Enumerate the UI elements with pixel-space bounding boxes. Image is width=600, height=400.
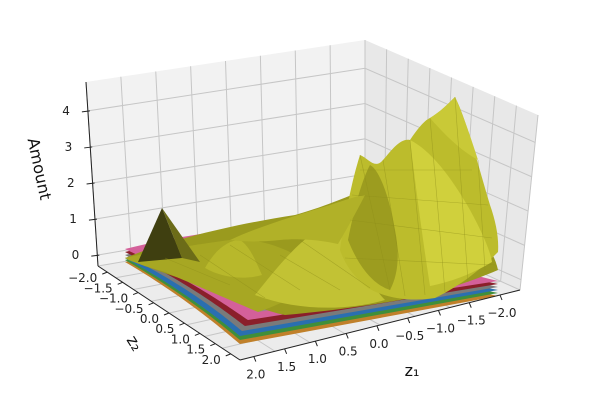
x-tick-label: −2.0 [487,306,516,320]
mesh-line [164,257,231,286]
y-tick-mark [194,332,201,336]
z-tick-label: 2 [67,176,75,190]
back-left-pane [86,40,365,266]
y-tick-label: 2.0 [202,353,221,367]
z-axis-line [85,81,99,267]
y-tick-label: 0.0 [140,312,159,326]
mesh-line [344,257,497,266]
x-tick-mark [499,294,503,301]
z-tick-label: 1 [69,212,77,226]
far-plateau [230,195,365,244]
grid-line [519,114,539,291]
y-axis-label: z₂ [123,332,147,355]
mesh-line [299,239,371,289]
y-tick-mark [225,353,231,357]
grid-line [190,66,199,249]
z-tick-label: 4 [62,104,70,118]
grid-line [120,76,132,261]
y-tick-label: 0.5 [155,322,174,336]
mesh-line [382,159,406,297]
x-tick-mark [314,340,318,347]
grid-line [90,103,532,178]
x-tick-label: 0.0 [369,337,388,351]
mesh-line [279,254,341,291]
x-tick-label: 0.5 [339,344,358,358]
y-axis-ticks: −2.0−1.5−1.0−0.50.00.51.01.52.0 [68,271,231,367]
x-tick-label: 1.5 [277,360,296,374]
x-tick-label: 2.0 [246,368,265,382]
surface-mesh [164,96,497,299]
y-tick-label: 1.0 [171,332,190,346]
left-spike-face [162,208,200,262]
z-tick-label: 0 [72,248,80,262]
y-tick-mark [210,343,216,347]
y-tick-mark [148,302,154,306]
mountain-peak [430,97,478,160]
x-tick-label: 1.0 [308,352,327,366]
x-tick-mark [437,310,441,316]
x-axis-line [239,289,521,361]
left-spike [138,208,182,262]
x-axis-label: z₁ [405,361,420,380]
grid-line [294,50,299,232]
mesh-line [429,117,446,293]
x-tick-mark [407,317,411,324]
y-tick-mark [179,322,185,326]
mesh-line [409,139,426,296]
mesh-line [454,96,469,283]
x-tick-mark [253,356,257,362]
grid-line [259,55,266,238]
x-tick-mark [345,333,349,339]
y-tick-mark [102,271,108,275]
x-tick-label: −1.0 [426,321,455,335]
x-tick-label: −1.5 [457,314,486,328]
z-tick-mark [86,182,95,185]
mesh-line [349,219,493,239]
z-tick-mark [91,254,100,257]
x-tick-label: −0.5 [395,329,424,343]
mesh-line [359,154,391,291]
z-tick-mark [81,110,90,113]
grid-line [87,67,536,143]
z-tick-mark [84,146,93,149]
mountain-light [410,140,492,286]
y-tick-label: −1.5 [84,281,113,295]
y-tick-mark [163,312,170,316]
y-tick-label: 1.5 [186,343,205,357]
x-tick-mark [468,302,472,308]
y-tick-mark [117,281,123,285]
y-tick-label: −2.0 [68,271,97,285]
mid-bump [205,240,262,278]
grid-line [225,60,232,244]
grid-line [329,45,333,226]
z-tick-mark [88,218,98,221]
z-axis-label: Amount [24,136,56,201]
grid-line [500,105,517,282]
y-tick-label: −0.5 [114,302,143,316]
mesh-line [477,159,486,271]
x-axis-ticks: 2.0 1.5 1.0 0.5 0.0 −0.5−1.0−1.5−2.0 [246,294,517,382]
z-axis-ticks: 0 1 2 3 4 [62,104,100,262]
x-tick-mark [284,348,288,355]
mesh-line [229,244,301,291]
x-tick-mark [376,325,380,331]
y-tick-mark [132,292,139,296]
z-tick-label: 3 [65,140,73,154]
mesh-line [351,194,489,206]
mesh-line [199,254,266,299]
y-tick-label: −1.0 [99,292,128,306]
